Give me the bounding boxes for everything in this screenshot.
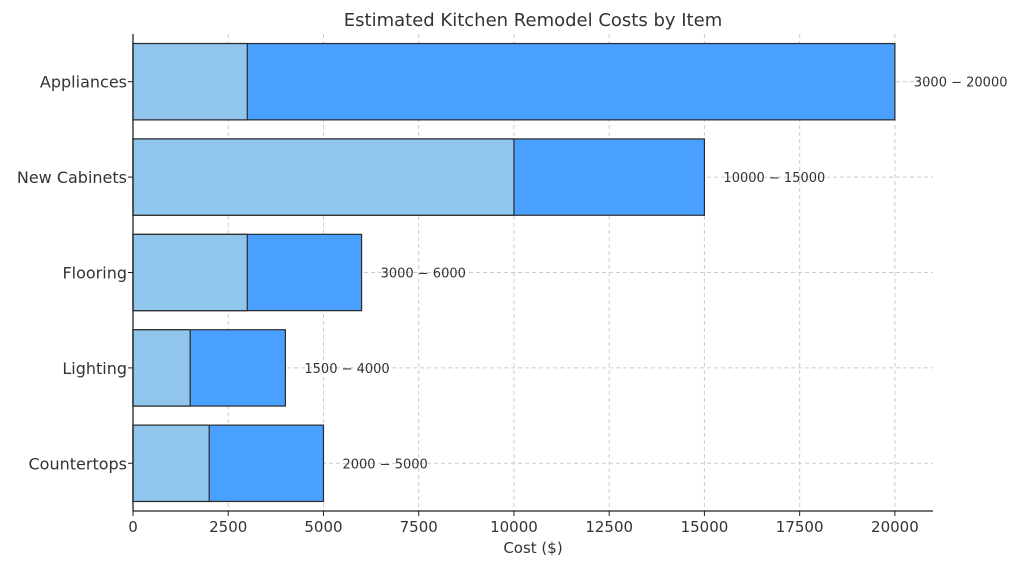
range-data-label: 3000 − 20000 <box>914 76 1008 91</box>
x-tick-label: 5000 <box>304 518 342 536</box>
x-tick-label: 10000 <box>490 518 538 536</box>
range-data-label: 1500 − 4000 <box>304 362 389 377</box>
x-tick-label: 2500 <box>209 518 247 536</box>
bar-min <box>132 42 248 121</box>
x-tick-label: 0 <box>128 518 138 536</box>
range-data-label: 2000 − 5000 <box>342 457 427 472</box>
range-data-label: 3000 − 6000 <box>381 267 466 282</box>
y-tick-label: Countertops <box>29 454 128 473</box>
bar-max <box>132 42 896 121</box>
bar-min <box>132 424 210 503</box>
chart-title: Estimated Kitchen Remodel Costs by Item <box>344 10 722 31</box>
y-tick-label: Appliances <box>40 73 127 92</box>
y-tick-label: New Cabinets <box>17 168 127 187</box>
axes: 0 2500 5000 7500 10000 12500 15000 17500 20000 Ap… <box>17 34 933 536</box>
data-labels: 3000 − 20000 10000 − 15000 3000 − 6000 1500… <box>304 76 1007 473</box>
x-tick-label: 15000 <box>681 518 729 536</box>
bar-min <box>132 329 191 407</box>
x-tick-label: 7500 <box>400 518 438 536</box>
bar-min <box>132 138 515 216</box>
x-tick-label: 12500 <box>585 518 633 536</box>
range-data-label: 10000 − 15000 <box>723 171 825 186</box>
x-tick-label: 17500 <box>776 518 824 536</box>
bar-min <box>132 233 248 312</box>
y-tick-label: Flooring <box>62 264 127 283</box>
y-tick-label: Lighting <box>62 359 127 378</box>
x-tick-label: 20000 <box>871 518 919 536</box>
x-axis-label: Cost ($) <box>503 539 562 557</box>
